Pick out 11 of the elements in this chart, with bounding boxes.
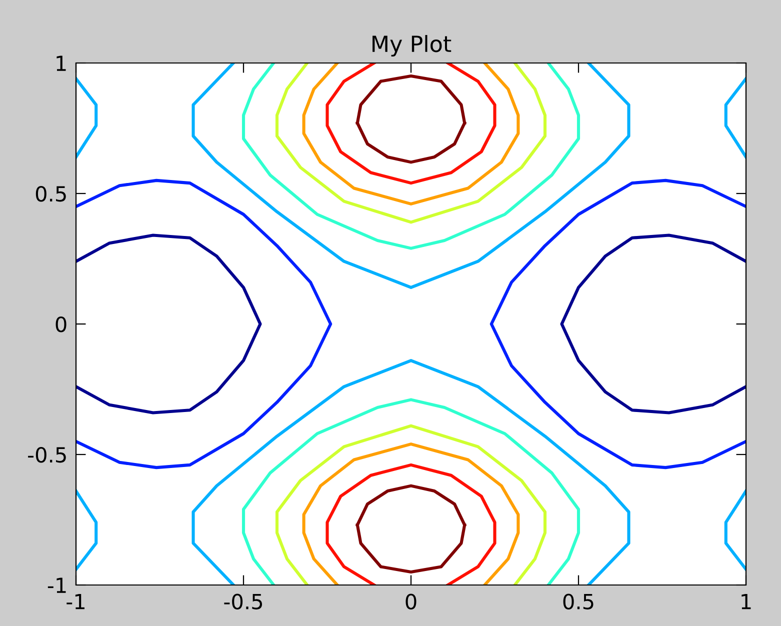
y-tick-label: 0: [56, 316, 66, 332]
x-tick-label: 1: [742, 594, 751, 610]
y-tick-label: 1: [56, 56, 66, 71]
y-tick-label: -0.5: [28, 446, 66, 463]
x-tick-label: -1: [66, 594, 84, 610]
x-tick-label: -0.5: [224, 594, 262, 610]
x-tick-label: 0.5: [563, 594, 594, 610]
y-tick-label: 0.5: [36, 186, 66, 202]
chart-title: My Plot: [372, 35, 452, 57]
x-tick-label: 0: [406, 594, 416, 610]
y-tick-label: -1: [48, 578, 66, 593]
